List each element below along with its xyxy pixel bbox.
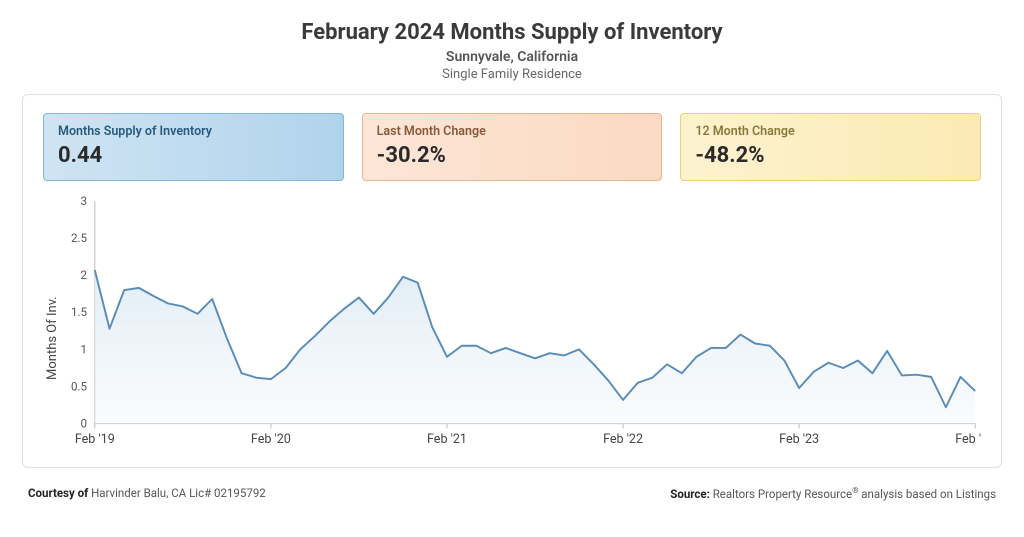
svg-text:Feb '21: Feb '21: [427, 432, 467, 447]
metric-card-value: 0.44: [58, 143, 329, 168]
svg-text:0.5: 0.5: [71, 379, 88, 393]
svg-text:1: 1: [81, 342, 88, 356]
metric-card-value: -30.2%: [377, 143, 648, 168]
svg-text:Feb '20: Feb '20: [251, 432, 291, 447]
svg-text:Feb '23: Feb '23: [779, 432, 819, 447]
metric-card-value: -48.2%: [695, 143, 966, 168]
metric-cards: Months Supply of Inventory 0.44 Last Month…: [43, 113, 981, 181]
chart-panel: Months Supply of Inventory 0.44 Last Month…: [22, 94, 1002, 468]
y-axis-label: Months Of Inv.: [43, 191, 60, 455]
svg-text:3: 3: [81, 194, 88, 208]
page-subtitle: Sunnyvale, California: [20, 49, 1004, 65]
metric-card-label: Months Supply of Inventory: [58, 124, 329, 139]
header: February 2024 Months Supply of Inventory…: [0, 0, 1024, 94]
metric-card-0: Months Supply of Inventory 0.44: [43, 113, 344, 181]
metric-card-label: 12 Month Change: [695, 124, 966, 139]
footer-left: Courtesy of Harvinder Balu, CA Lic# 0219…: [28, 486, 266, 501]
metric-card-label: Last Month Change: [377, 124, 648, 139]
footer: Courtesy of Harvinder Balu, CA Lic# 0219…: [0, 468, 1024, 501]
page-category: Single Family Residence: [20, 67, 1004, 82]
footer-right: Source: Realtors Property Resource® anal…: [670, 486, 996, 501]
chart-svg: 0 0.5 1 1.5 2 2.5 3 Feb '19 Feb '20 Feb '21 Feb '2…: [60, 191, 981, 455]
svg-text:1.5: 1.5: [71, 305, 88, 319]
svg-text:0: 0: [81, 416, 88, 430]
svg-text:Feb '24: Feb '24: [955, 432, 981, 447]
svg-text:2: 2: [81, 268, 88, 282]
chart-wrap: Months Of Inv. 0 0.5 1 1.5 2 2.5 3 Feb '19 Feb '…: [43, 191, 981, 455]
page-title: February 2024 Months Supply of Inventory: [20, 20, 1004, 45]
metric-card-2: 12 Month Change -48.2%: [680, 113, 981, 181]
svg-text:2.5: 2.5: [71, 231, 88, 245]
metric-card-1: Last Month Change -30.2%: [362, 113, 663, 181]
svg-text:Feb '19: Feb '19: [75, 432, 115, 447]
svg-text:Feb '22: Feb '22: [603, 432, 643, 447]
line-chart: 0 0.5 1 1.5 2 2.5 3 Feb '19 Feb '20 Feb '21 Feb '2…: [60, 191, 981, 455]
